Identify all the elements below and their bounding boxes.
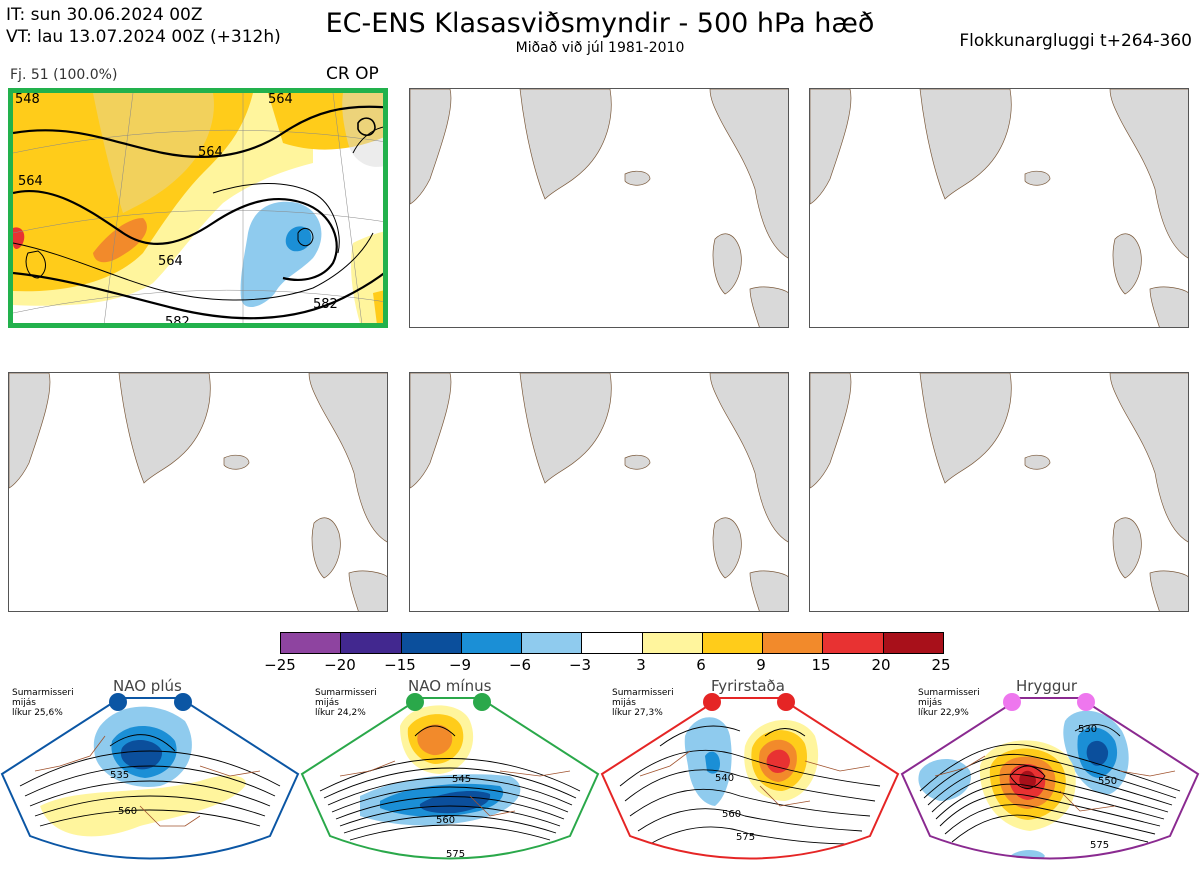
colorbar-swatch bbox=[702, 633, 764, 653]
classification-window: Flokkunargluggi t+264-360 bbox=[959, 31, 1192, 51]
regime-nao-minus-map: 545 560 575 bbox=[300, 693, 600, 860]
map-panel-2[interactable] bbox=[409, 88, 789, 328]
colorbar-swatch bbox=[883, 633, 943, 653]
map-panel-2-plot bbox=[410, 89, 788, 327]
regime-note: Sumarmisseri mijás líkur 22,9% bbox=[918, 688, 980, 718]
regime-nao-plus-map: 535 560 bbox=[0, 693, 300, 860]
contour-label: 545 bbox=[452, 774, 471, 785]
initial-time: IT: sun 30.06.2024 00Z bbox=[6, 5, 203, 25]
colorbar-tick: −15 bbox=[384, 656, 416, 674]
colorbar-tick: 6 bbox=[696, 656, 706, 674]
colorbar-tick: 25 bbox=[931, 656, 951, 674]
colorbar-tick: −6 bbox=[508, 656, 532, 674]
regime-label: NAO plús bbox=[113, 677, 182, 695]
contour-label: 548 bbox=[15, 93, 40, 107]
regime-blocking-map: 540 560 575 bbox=[600, 693, 900, 860]
map-panel-3[interactable] bbox=[809, 88, 1189, 328]
contour-label: 540 bbox=[715, 773, 734, 784]
map-panel-1[interactable]: 548 564 564 564 564 582 582 bbox=[8, 88, 388, 328]
regime-note: Sumarmisseri mijás líkur 24,2% bbox=[315, 688, 377, 718]
colorbar-swatch bbox=[401, 633, 462, 653]
contour-label: 582 bbox=[165, 315, 190, 328]
page-title: EC-ENS Klasasviðsmyndir - 500 hPa hæð bbox=[325, 8, 875, 39]
map-panel-1-plot: 548 564 564 564 564 582 582 bbox=[13, 93, 383, 328]
colorbar-swatch bbox=[281, 633, 342, 653]
colorbar-swatch bbox=[763, 633, 824, 653]
colorbar-swatch bbox=[341, 633, 402, 653]
map-panel-5[interactable] bbox=[409, 372, 789, 612]
member-count-label: Fj. 51 (100.0%) bbox=[10, 67, 118, 83]
map-panel-5-plot bbox=[410, 373, 788, 611]
colorbar-swatch bbox=[582, 633, 643, 653]
contour-label: 575 bbox=[736, 832, 755, 843]
contour-label: 564 bbox=[158, 254, 183, 269]
regime-nao-minus[interactable]: 545 560 575 NAO mínus Sumarmisseri mijás l… bbox=[300, 676, 600, 871]
map-panel-6[interactable] bbox=[809, 372, 1189, 612]
contour-label: 530 bbox=[1078, 724, 1097, 735]
map-panel-6-plot bbox=[810, 373, 1188, 611]
colorbar-tick: −3 bbox=[568, 656, 592, 674]
colorbar-tick: −9 bbox=[448, 656, 472, 674]
colorbar-tick: 20 bbox=[871, 656, 891, 674]
contour-label: 560 bbox=[436, 815, 455, 826]
colorbar-swatch bbox=[522, 633, 583, 653]
colorbar-swatch bbox=[823, 633, 884, 653]
contour-label: 550 bbox=[1098, 776, 1117, 787]
colorbar-tick: −20 bbox=[324, 656, 356, 674]
regime-label: NAO mínus bbox=[408, 677, 492, 695]
contour-label: 575 bbox=[1090, 840, 1109, 851]
contour-label: 575 bbox=[446, 849, 465, 860]
regime-blocking[interactable]: 540 560 575 Fyrirstaða Sumarmisseri mijás… bbox=[600, 676, 900, 871]
colorbar-tick: 15 bbox=[811, 656, 831, 674]
map-panel-4-plot bbox=[9, 373, 387, 611]
colorbar bbox=[280, 632, 944, 654]
regime-label: Fyrirstaða bbox=[711, 677, 785, 695]
colorbar-swatch bbox=[461, 633, 523, 653]
regime-label: Hryggur bbox=[1016, 677, 1078, 695]
contour-label: 564 bbox=[198, 145, 223, 160]
valid-time: VT: lau 13.07.2024 00Z (+312h) bbox=[6, 27, 281, 47]
contour-label: 564 bbox=[268, 93, 293, 107]
map-panel-3-plot bbox=[810, 89, 1188, 327]
contour-label: 535 bbox=[110, 770, 129, 781]
header-run-info: IT: sun 30.06.2024 00Z VT: lau 13.07.202… bbox=[6, 4, 281, 48]
regime-nao-plus[interactable]: 535 560 NAO plús Sumarmisseri mijás líkur … bbox=[0, 676, 300, 871]
contour-label: 560 bbox=[118, 806, 137, 817]
colorbar-swatch bbox=[642, 633, 703, 653]
contour-label: 560 bbox=[722, 809, 741, 820]
regime-ridge-map: 530 550 575 bbox=[900, 693, 1200, 860]
contour-label: 582 bbox=[313, 297, 338, 312]
regime-ridge[interactable]: 530 550 575 Hryggur Sumarmisseri mijás lík… bbox=[900, 676, 1200, 871]
colorbar-tick: 9 bbox=[756, 656, 766, 674]
regime-code-label: CR OP bbox=[326, 64, 379, 84]
regime-note: Sumarmisseri mijás líkur 27,3% bbox=[612, 688, 674, 718]
colorbar-tick: −25 bbox=[264, 656, 296, 674]
regime-note: Sumarmisseri mijás líkur 25,6% bbox=[12, 688, 74, 718]
contour-label: 564 bbox=[18, 174, 43, 189]
colorbar-tick: 3 bbox=[636, 656, 646, 674]
map-panel-4[interactable] bbox=[8, 372, 388, 612]
page-subtitle: Miðað við júl 1981-2010 bbox=[515, 40, 685, 56]
